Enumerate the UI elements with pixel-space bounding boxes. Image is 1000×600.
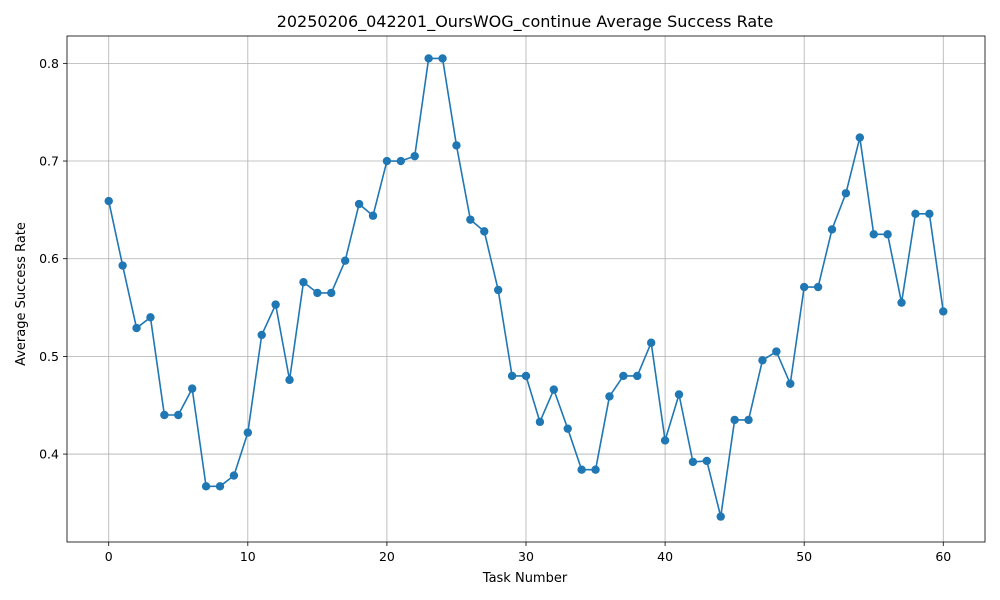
data-point bbox=[118, 261, 127, 270]
x-tick-label: 50 bbox=[796, 549, 812, 564]
data-point bbox=[716, 512, 725, 521]
data-point bbox=[507, 371, 517, 381]
data-point bbox=[577, 465, 586, 474]
data-point bbox=[799, 282, 809, 292]
data-point bbox=[521, 371, 531, 381]
data-point bbox=[201, 482, 211, 491]
chart-title: 20250206_042201_OursWOG_continue Average… bbox=[277, 12, 774, 32]
data-point bbox=[744, 415, 753, 425]
data-point bbox=[674, 390, 684, 399]
data-point bbox=[424, 54, 433, 63]
data-point bbox=[271, 300, 280, 309]
y-tick-label: 0.7 bbox=[39, 154, 59, 169]
data-point bbox=[925, 209, 934, 218]
data-point bbox=[897, 298, 906, 307]
data-point bbox=[438, 54, 447, 63]
data-point bbox=[382, 156, 392, 166]
y-tick-label: 0.8 bbox=[39, 56, 59, 71]
data-point bbox=[563, 424, 572, 433]
data-point bbox=[410, 151, 419, 161]
data-point bbox=[229, 471, 239, 480]
data-point bbox=[939, 307, 948, 316]
data-point bbox=[911, 209, 920, 218]
data-point bbox=[313, 288, 322, 298]
data-point bbox=[396, 156, 406, 166]
data-point bbox=[327, 288, 336, 298]
data-point bbox=[146, 313, 155, 322]
x-axis-ticks: 0 10 20 30 40 50 60 bbox=[105, 542, 951, 564]
x-tick-label: 0 bbox=[105, 549, 113, 564]
data-point bbox=[605, 392, 614, 401]
data-point bbox=[633, 371, 642, 381]
x-tick-label: 10 bbox=[240, 549, 256, 564]
data-point bbox=[160, 410, 169, 420]
data-point bbox=[104, 196, 113, 206]
y-tick-label: 0.5 bbox=[39, 349, 59, 364]
data-point bbox=[813, 282, 823, 292]
data-point bbox=[466, 215, 475, 224]
data-point bbox=[702, 456, 712, 466]
data-point bbox=[243, 428, 253, 437]
y-tick-label: 0.6 bbox=[39, 251, 59, 266]
data-point bbox=[772, 347, 781, 356]
data-point bbox=[174, 410, 183, 420]
data-point bbox=[285, 375, 294, 385]
x-tick-label: 40 bbox=[657, 549, 673, 564]
data-point bbox=[480, 227, 489, 236]
data-point bbox=[619, 371, 628, 381]
data-point bbox=[646, 338, 656, 347]
x-axis-label: Task Number bbox=[482, 571, 568, 586]
data-point bbox=[827, 225, 837, 234]
data-point bbox=[883, 230, 892, 239]
data-point bbox=[452, 141, 461, 150]
grid-lines bbox=[67, 36, 985, 542]
data-point bbox=[340, 256, 350, 265]
data-point bbox=[688, 457, 698, 467]
data-point bbox=[855, 133, 865, 142]
y-axis-ticks: 0.4 0.5 0.6 0.7 0.8 bbox=[39, 56, 67, 462]
x-tick-label: 60 bbox=[935, 549, 951, 564]
data-point bbox=[187, 384, 197, 393]
data-point bbox=[549, 385, 559, 394]
data-point bbox=[660, 436, 670, 445]
series-group bbox=[104, 54, 948, 521]
data-point bbox=[354, 199, 364, 209]
x-tick-label: 30 bbox=[518, 549, 534, 564]
data-point bbox=[758, 356, 767, 365]
data-point bbox=[299, 277, 308, 287]
data-point bbox=[869, 230, 878, 239]
data-point bbox=[591, 465, 600, 474]
data-point bbox=[786, 379, 795, 388]
x-tick-label: 20 bbox=[379, 549, 395, 564]
data-point bbox=[493, 285, 503, 295]
data-point bbox=[257, 330, 266, 340]
data-point bbox=[132, 323, 141, 333]
data-point bbox=[215, 482, 225, 491]
y-tick-label: 0.4 bbox=[39, 447, 59, 462]
data-point bbox=[730, 415, 739, 425]
data-point bbox=[535, 417, 545, 427]
data-point bbox=[841, 189, 851, 198]
data-point bbox=[368, 211, 378, 220]
y-axis-label: Average Success Rate bbox=[14, 222, 29, 366]
